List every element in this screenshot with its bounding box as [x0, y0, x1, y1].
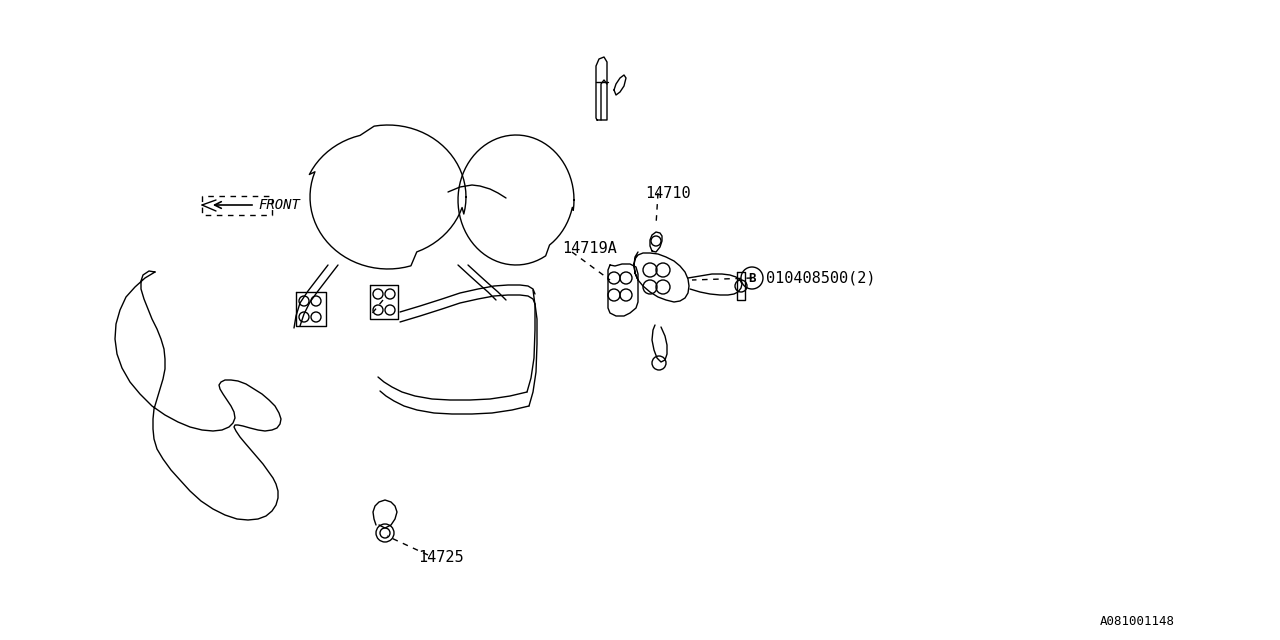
- Text: 14710: 14710: [645, 186, 691, 200]
- Text: A081001148: A081001148: [1100, 615, 1175, 628]
- Text: 14725: 14725: [419, 550, 463, 566]
- Text: 010408500(2): 010408500(2): [765, 271, 876, 285]
- Text: 14719A: 14719A: [562, 241, 617, 255]
- Text: B: B: [749, 271, 755, 285]
- Text: FRONT: FRONT: [259, 198, 300, 212]
